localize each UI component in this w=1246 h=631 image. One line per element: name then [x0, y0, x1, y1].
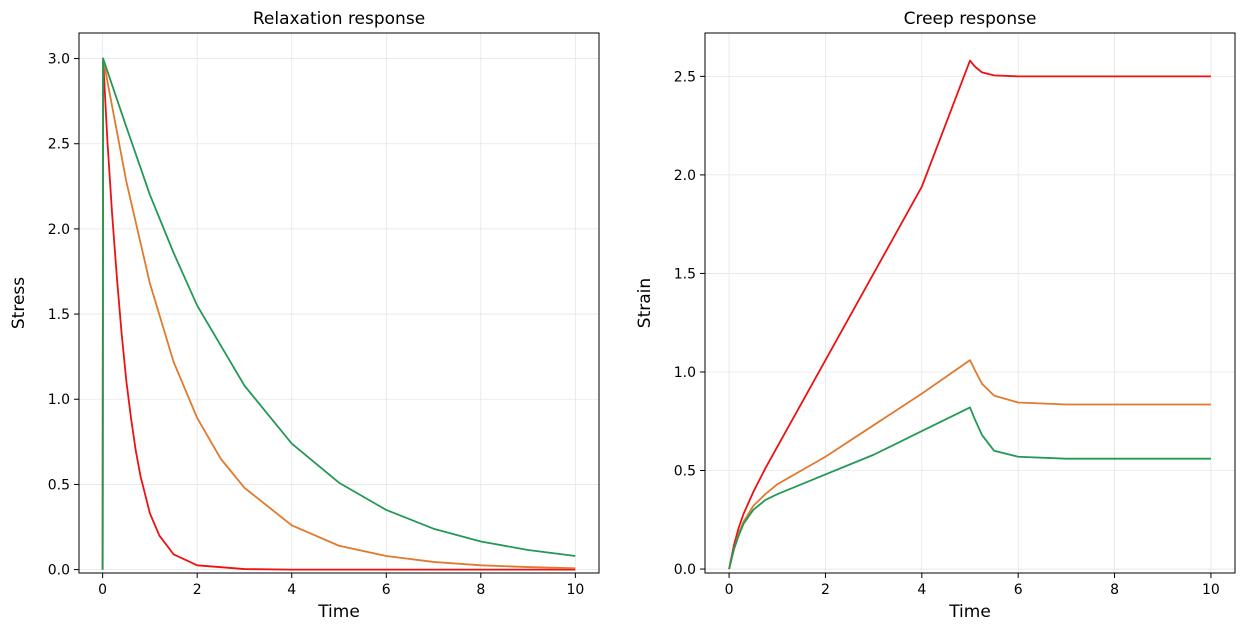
y-tick-label: 2.0: [674, 168, 696, 184]
x-axis-label: Time: [948, 602, 991, 622]
x-tick-label: 2: [193, 582, 202, 598]
y-axis-label: Strain: [635, 278, 655, 328]
x-tick-label: 10: [1202, 582, 1220, 598]
y-tick-label: 0.0: [48, 563, 70, 579]
y-tick-label: 2.5: [48, 137, 70, 153]
y-tick-label: 3.0: [48, 52, 70, 68]
y-tick-label: 0.5: [48, 477, 70, 493]
y-tick-label: 2.5: [674, 69, 696, 85]
chart-title: Creep response: [904, 9, 1037, 29]
x-axis-label: Time: [317, 602, 360, 622]
y-tick-label: 1.5: [674, 266, 696, 282]
y-axis-label: Stress: [9, 277, 29, 329]
y-tick-label: 0.0: [674, 562, 696, 578]
series-line-2: [728, 359, 1211, 570]
x-tick-label: 6: [1014, 582, 1023, 598]
y-tick-label: 1.0: [48, 392, 70, 408]
x-tick-label: 6: [382, 582, 391, 598]
x-tick-label: 10: [566, 582, 584, 598]
chart-panel-1: 0 2 4 6 8 10 0.0 0.5 1.0 1.5 2.0 2.5 3.0 Relaxation r…: [9, 9, 600, 622]
x-tick-label: 2: [821, 582, 830, 598]
chart-title: Relaxation response: [253, 9, 425, 29]
x-tick-label: 8: [1110, 582, 1119, 598]
x-tick-label: 4: [917, 582, 926, 598]
y-tick-label: 1.5: [48, 307, 70, 323]
series-line-1: [101, 57, 576, 571]
plot-frame: [78, 32, 600, 574]
series-line-2: [101, 57, 576, 570]
x-tick-label: 0: [725, 582, 734, 598]
series-line-3: [728, 406, 1211, 570]
series-line-1: [728, 59, 1211, 570]
plot-frame: [704, 32, 1236, 574]
y-tick-label: 1.0: [674, 365, 696, 381]
x-tick-label: 4: [287, 582, 296, 598]
y-tick-label: 0.5: [674, 464, 696, 480]
series-line-3: [101, 57, 576, 570]
chart-panel-2: 0 2 4 6 8 10 0.0 0.5 1.0 1.5 2.0 2.5 Creep response T…: [635, 9, 1236, 622]
y-tick-label: 2.0: [48, 222, 70, 238]
x-tick-label: 8: [476, 582, 485, 598]
x-tick-label: 0: [98, 582, 107, 598]
